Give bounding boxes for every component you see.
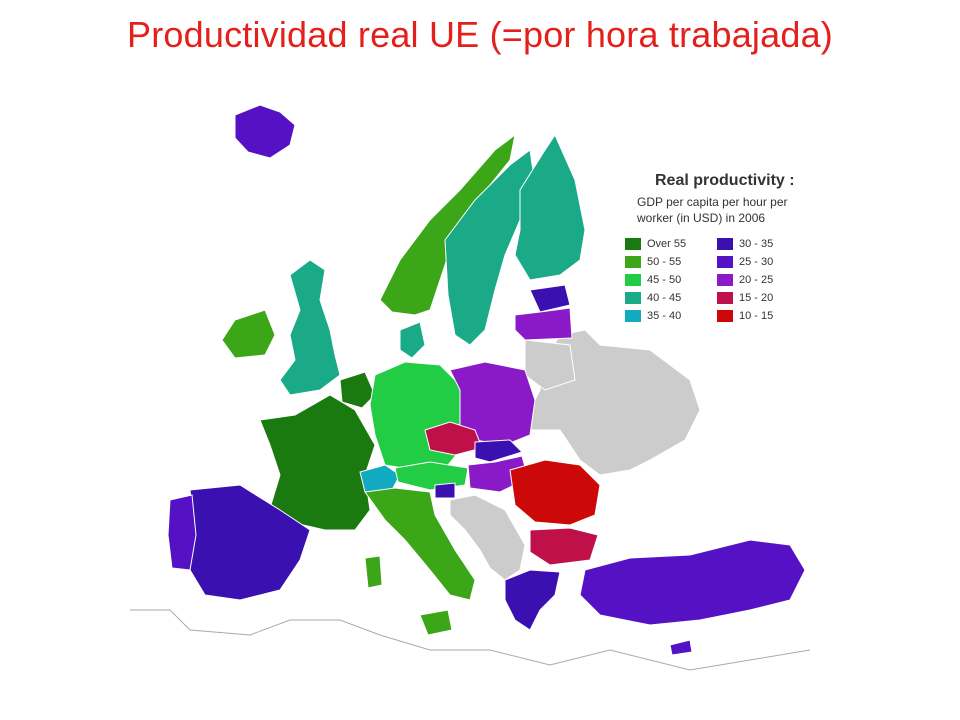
legend-item-30-35: 30 - 35: [717, 238, 809, 250]
slide-title: Productividad real UE (=por hora trabaja…: [127, 14, 833, 55]
region-finland: [514, 133, 586, 281]
region-germany: [369, 361, 466, 476]
legend-item-40-45: 40 - 45: [625, 292, 717, 304]
legend-label: 45 - 50: [647, 274, 682, 286]
legend-item-20-25: 20 - 25: [717, 274, 809, 286]
legend: Real productivity : GDP per capita per h…: [625, 172, 820, 322]
legend-grid: Over 55 30 - 35 50 - 55 25 - 30 45 - 50 …: [625, 238, 820, 322]
region-italy: [364, 487, 476, 601]
legend-swatch: [717, 292, 733, 304]
region-denmark: [399, 321, 426, 359]
region-sweden: [444, 149, 536, 346]
legend-swatch: [625, 256, 641, 268]
region-slovakia: [474, 439, 523, 463]
region-romania: [509, 459, 601, 526]
legend-label: 35 - 40: [647, 310, 682, 322]
legend-subtitle-line: GDP per capita per hour per: [637, 195, 788, 209]
region-latvia: [514, 307, 573, 341]
region-portugal: [167, 494, 197, 571]
legend-label: 10 - 15: [739, 310, 774, 322]
legend-item-50-55: 50 - 55: [625, 256, 717, 268]
legend-swatch: [625, 310, 641, 322]
coastline-outline: [130, 609, 811, 671]
legend-label: 40 - 45: [647, 292, 682, 304]
no-data-regions: [449, 329, 701, 581]
legend-swatch: [717, 238, 733, 250]
legend-subtitle: GDP per capita per hour per worker (in U…: [637, 194, 820, 226]
region-uk: [279, 259, 341, 396]
legend-swatch: [625, 292, 641, 304]
region-benelux: [339, 371, 376, 409]
region-estonia: [529, 284, 571, 313]
region-sardinia: [364, 555, 383, 589]
legend-label: 15 - 20: [739, 292, 774, 304]
legend-item-10-15: 10 - 15: [717, 310, 809, 322]
legend-item-25-30: 25 - 30: [717, 256, 809, 268]
legend-swatch: [717, 274, 733, 286]
legend-title: Real productivity :: [655, 172, 795, 189]
legend-item-15-20: 15 - 20: [717, 292, 809, 304]
europe-map: [130, 104, 811, 671]
legend-item-45-50: 45 - 50: [625, 274, 717, 286]
region-ireland: [221, 309, 276, 359]
region-slovenia: [434, 482, 456, 499]
region-turkey: [579, 539, 806, 626]
legend-swatch: [717, 310, 733, 322]
legend-item-35-40: 35 - 40: [625, 310, 717, 322]
legend-subtitle-line: worker (in USD) in 2006: [637, 211, 766, 225]
legend-label: 20 - 25: [739, 274, 774, 286]
region-austria: [394, 461, 469, 491]
region-poland: [449, 361, 536, 446]
legend-item-over-55: Over 55: [625, 238, 717, 250]
region-switzerland: [359, 464, 401, 493]
region-bulgaria: [529, 527, 599, 566]
region-greece: [504, 569, 561, 631]
region-sicily: [419, 609, 453, 636]
region-belarus: [524, 339, 576, 391]
region-cyprus: [669, 639, 693, 656]
legend-label: Over 55: [647, 238, 687, 250]
legend-label: 30 - 35: [739, 238, 774, 250]
region-iceland: [234, 104, 296, 159]
legend-swatch: [625, 274, 641, 286]
legend-label: 50 - 55: [647, 256, 682, 268]
legend-swatch: [717, 256, 733, 268]
legend-label: 25 - 30: [739, 256, 774, 268]
legend-swatch: [625, 238, 641, 250]
region-france: [259, 394, 376, 531]
